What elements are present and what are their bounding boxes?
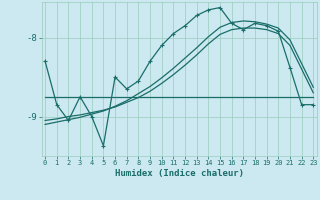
- X-axis label: Humidex (Indice chaleur): Humidex (Indice chaleur): [115, 169, 244, 178]
